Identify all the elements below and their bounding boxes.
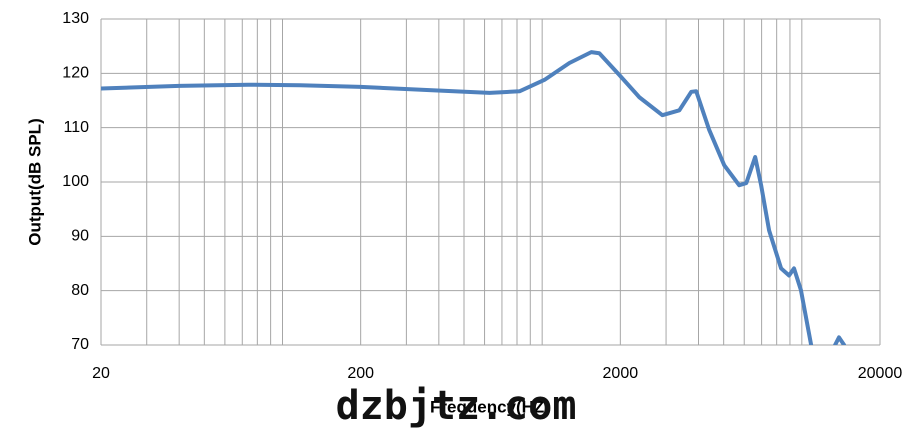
x-tick-label: 2000 xyxy=(603,365,639,382)
x-tick-label: 20 xyxy=(92,365,110,382)
x-axis-title: Frequency(HZ) xyxy=(430,397,550,416)
x-tick-label: 20000 xyxy=(858,365,903,382)
y-tick-label: 90 xyxy=(71,228,89,245)
y-tick-label: 120 xyxy=(62,65,89,82)
x-tick-label: 200 xyxy=(347,365,374,382)
watermark: dzbjtz.com xyxy=(336,383,577,429)
y-axis-title: Output(dB SPL) xyxy=(25,118,44,245)
y-tick-label: 110 xyxy=(63,119,89,136)
y-tick-label: 130 xyxy=(62,10,89,27)
y-tick-label: 80 xyxy=(71,282,89,299)
y-tick-label: 70 xyxy=(71,336,89,353)
data-line xyxy=(101,50,847,345)
y-tick-label: 100 xyxy=(62,173,89,190)
